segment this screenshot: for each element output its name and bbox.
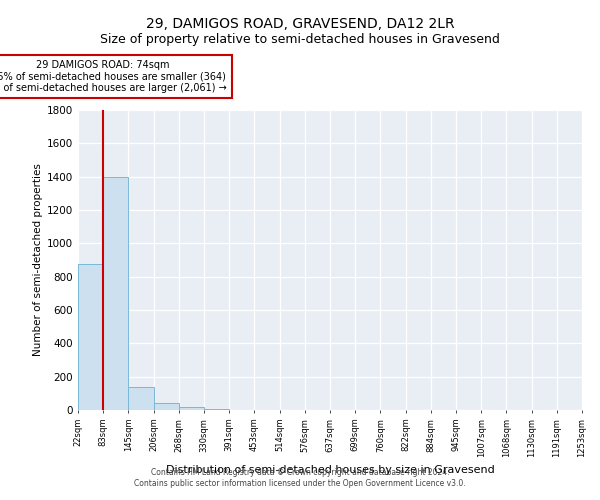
Bar [103,176,128,410]
X-axis label: Distribution of semi-detached houses by size in Gravesend: Distribution of semi-detached houses by … [166,465,494,475]
Bar [128,386,154,410]
Text: 29 DAMIGOS ROAD: 74sqm
← 15% of semi-detached houses are smaller (364)
84% of se: 29 DAMIGOS ROAD: 74sqm ← 15% of semi-det… [0,60,227,94]
Bar [179,407,204,410]
Text: Contains HM Land Registry data © Crown copyright and database right 2024.
Contai: Contains HM Land Registry data © Crown c… [134,468,466,487]
Text: 29, DAMIGOS ROAD, GRAVESEND, DA12 2LR: 29, DAMIGOS ROAD, GRAVESEND, DA12 2LR [146,18,454,32]
Bar [78,264,103,410]
Text: Size of property relative to semi-detached houses in Gravesend: Size of property relative to semi-detach… [100,32,500,46]
Bar [154,404,179,410]
Y-axis label: Number of semi-detached properties: Number of semi-detached properties [33,164,43,356]
